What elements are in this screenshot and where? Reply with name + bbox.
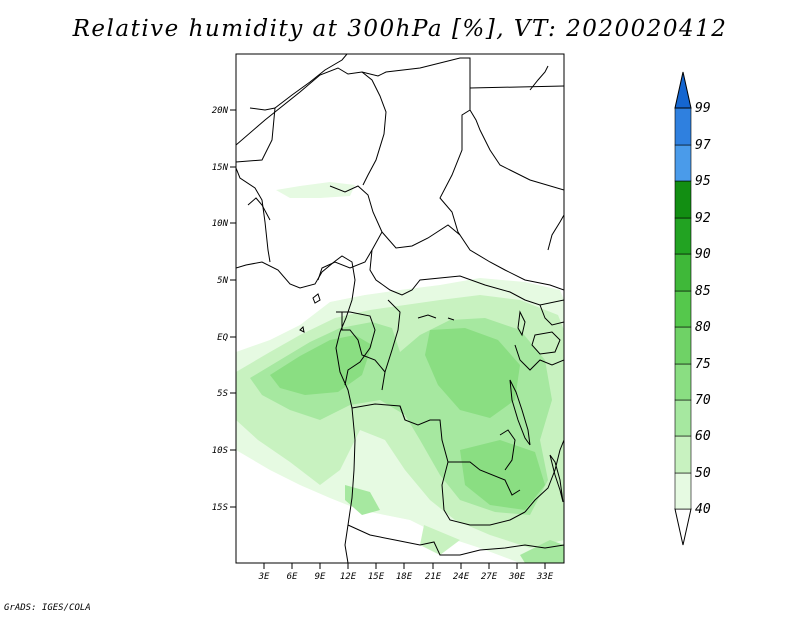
colorbar-box-85-90 [674,253,692,292]
chart-title: Relative humidity at 300hPa [%], VT: 202… [72,16,728,42]
colorbar-label-90: 90 [695,247,711,262]
border-1 [236,107,276,163]
border-north-b [469,85,564,89]
border-13 [441,461,526,526]
border-sahara [236,57,564,291]
latitude-axis: 20N 15N 10N 5N EQ 5S 10S 15S [212,106,236,513]
border-10 [336,311,376,386]
lon-label-6e: 6E [287,572,298,582]
humidity-area-60n [276,182,355,198]
lake-victoria [531,331,561,355]
colorbar-label-85: 85 [695,284,711,299]
humidity-field [236,182,564,563]
colorbar-label-70: 70 [695,393,711,408]
lat-label-5s: 5S [217,389,228,399]
border-3 [247,197,271,221]
lake-albert [517,310,526,337]
lat-label-15n: 15N [212,163,229,173]
border-east [514,344,564,371]
border-7 [381,224,461,249]
lon-label-24e: 24E [453,572,470,582]
colorbar-arrow-bottom [674,508,692,546]
humidity-area-75c [460,440,545,510]
colorbar-box-75-80 [674,326,692,365]
lat-label-eq: EQ [217,333,228,343]
lake-malawi [549,454,564,503]
border-ne [547,214,564,251]
humidity-area-75b [425,328,520,418]
border-5 [361,71,387,186]
colorbar-label-60: 60 [695,429,711,444]
island-bioko [312,293,321,304]
colorbar-box-60-70 [674,399,692,437]
coastline-west [236,255,356,563]
colorbar-box-90-92 [674,217,692,255]
humidity-area-40e [520,540,564,563]
colorbar-label-80: 80 [695,320,711,335]
coastlines-borders [236,54,564,563]
colorbar-box-40-50 [674,472,692,510]
border-6 [317,185,383,281]
colorbar-label-40: 40 [695,502,711,517]
lat-label-15s: 15S [212,503,229,513]
lon-label-3e: 3E [258,572,270,582]
lake-tanganyika [509,379,531,446]
colorbar-box-50-60 [674,435,692,474]
lat-label-5n: 5N [217,276,228,286]
humidity-area-40s [420,525,460,555]
border-east-3 [499,429,516,471]
colorbar-label-92: 92 [695,211,711,226]
border-2 [236,167,271,263]
border-east-2 [539,304,564,326]
lake-kivu [417,314,455,321]
colorbar-label-75: 75 [695,357,711,372]
border-4 [274,54,348,109]
colorbar-box-70-75 [674,363,692,401]
lon-label-18e: 18E [396,572,413,582]
map-frame [235,53,565,564]
lon-label-33e: 33E [536,572,554,582]
lon-label-27e: 27E [481,572,498,582]
colorbar-box-97-99 [674,107,692,146]
colorbar-label-95: 95 [695,174,711,189]
border-sa [469,109,564,191]
colorbar-box-80-85 [674,290,692,328]
lat-label-10n: 10N [212,219,229,229]
lon-label-30e: 30E [508,572,526,582]
border-11 [341,312,386,373]
border-16 [524,439,564,513]
humidity-area-75d [345,485,380,515]
island-saotome [299,325,305,333]
colorbar-label-50: 50 [695,466,711,481]
coast-red-sea [529,65,549,91]
lat-label-10s: 10S [212,446,229,456]
lon-label-21e: 21E [425,572,442,582]
lat-label-20n: 20N [212,106,229,116]
border-9 [381,299,401,391]
colorbar-box-95-97 [674,144,692,182]
longitude-axis: 3E 6E 9E 12E 15E 18E 21E 24E 27E 30E 33E [258,563,554,582]
colorbar-arrow-top [674,71,692,109]
colorbar-label-99: 99 [695,101,711,116]
border-15 [347,524,564,556]
grads-credit: GrADS: IGES/COLA [4,603,91,613]
colorbar-box-92-95 [674,180,692,219]
colorbar-label-97: 97 [695,138,711,153]
lon-label-9e: 9E [315,572,326,582]
border-14 [399,405,406,421]
colorbar: 40 50 60 70 75 80 85 90 92 95 97 99 [674,71,711,546]
lon-label-15e: 15E [368,572,385,582]
lon-label-12e: 12E [340,572,357,582]
border-8 [369,249,564,306]
